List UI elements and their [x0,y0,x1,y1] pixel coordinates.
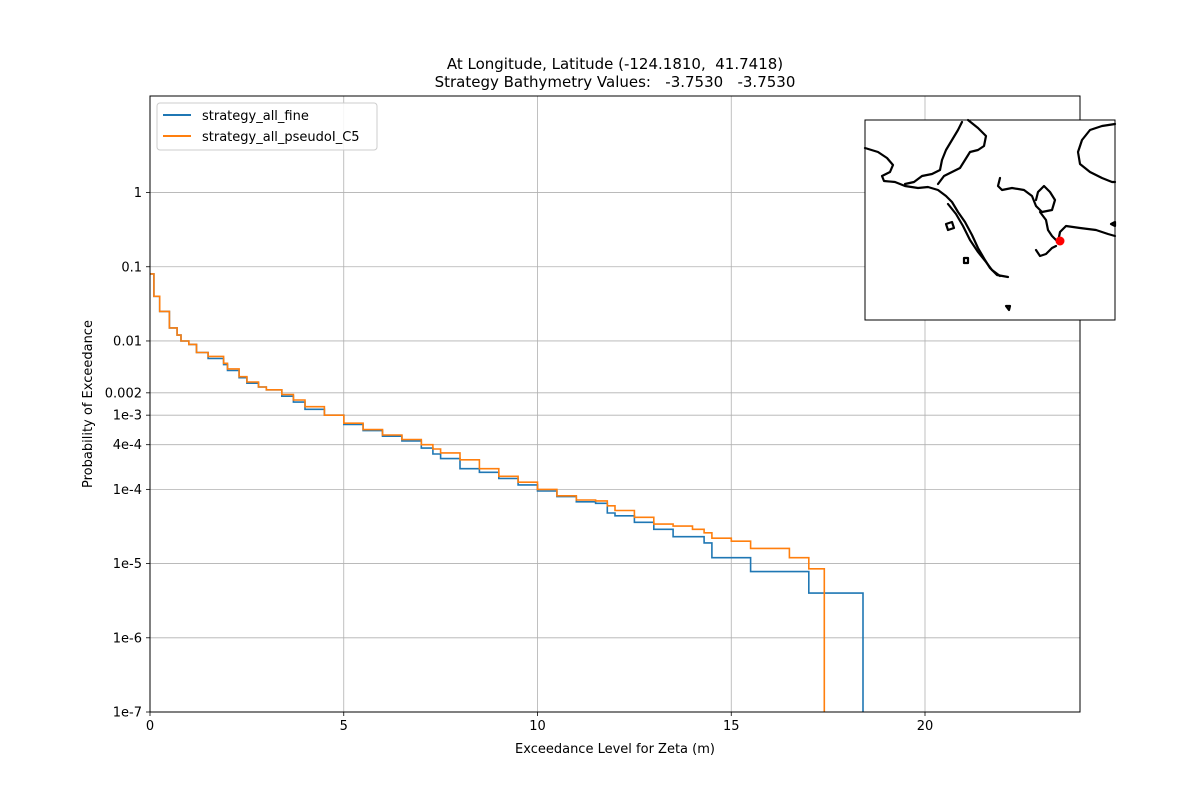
coastline-islet-3 [1109,220,1117,228]
legend: strategy_all_fine strategy_all_pseudoI_C… [156,102,378,151]
legend-box [156,102,378,151]
coastline-lines [863,118,1117,312]
chart-subtitle: Strategy Bathymetry Values: -3.7530 -3.7… [434,73,796,91]
y-tick-label: 0.1 [121,260,142,275]
series-layer [150,273,864,712]
y-tick-label: 4e-4 [113,438,142,453]
inset-map-frame [864,119,1116,321]
y-tick-label: 1e-5 [113,557,142,572]
y-tick-label: 1e-3 [113,409,142,424]
coastline-harbor [1038,210,1117,244]
chart-title: At Longitude, Latitude (-124.1810, 41.74… [446,55,784,73]
x-tick-label: 5 [340,719,348,734]
coastline-inner-bay [946,202,1002,278]
coastline-channel [936,118,988,186]
y-tick-label: 0.01 [113,334,142,349]
x-tick-label: 20 [917,719,934,734]
y-axis-label: Probability of Exceedance [81,320,96,488]
site-marker [1055,236,1065,246]
plot-frame [149,95,1081,713]
coastline-spit [996,176,1057,214]
tick-layer: 0 5 10 15 20 1e-7 1e-6 1e-5 1e-4 4e-4 1e-3 0.002 0.0… [105,186,933,734]
coastline-west-shore [903,120,964,186]
coastline-estuary [863,146,1010,279]
legend-label-strategy-all-pseudoI-C5: strategy_all_pseudoI_C5 [202,130,360,145]
coastline-northeast [1076,122,1117,184]
series-line-strategy-all-pseudoI-C5 [150,273,826,712]
inset-map [863,118,1117,321]
x-axis-label: Exceedance Level for Zeta (m) [515,742,715,757]
coastline-islet-2 [962,256,970,265]
coastline-islet-1 [944,220,956,232]
legend-label-strategy-all-fine: strategy_all_fine [202,109,309,124]
y-tick-label: 1e-7 [113,706,142,721]
y-tick-label: 1e-4 [113,483,142,498]
y-tick-label: 1e-6 [113,631,142,646]
x-tick-label: 15 [723,719,740,734]
x-tick-label: 10 [529,719,546,734]
y-tick-label: 0.002 [105,386,142,401]
y-tick-label: 1 [134,186,142,201]
coastline-islet-4 [1004,304,1012,312]
coastline-cove [1034,244,1058,258]
x-tick-label: 0 [146,719,154,734]
